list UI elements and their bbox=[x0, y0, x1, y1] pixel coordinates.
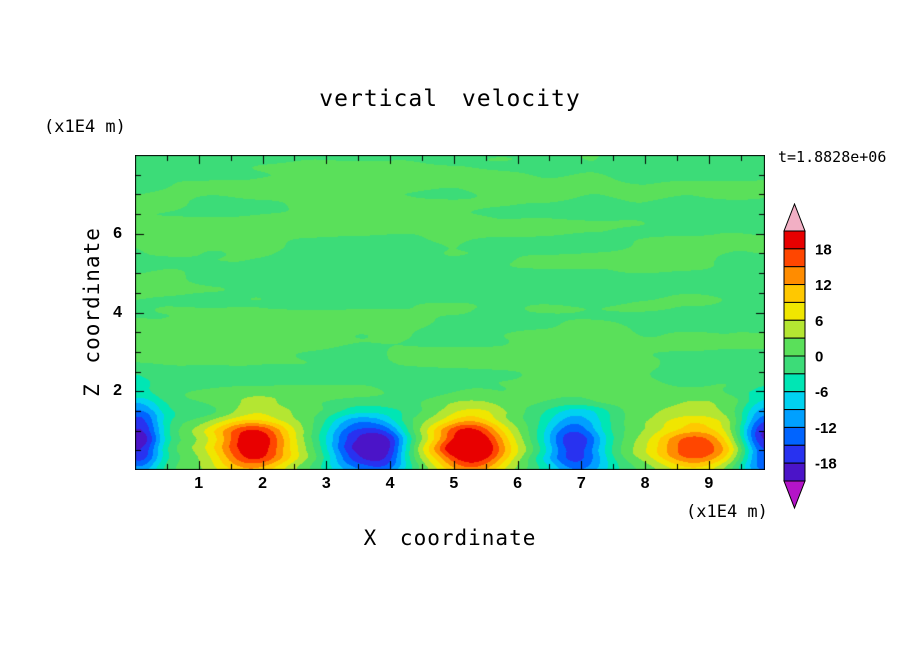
colorbar-band bbox=[783, 230, 806, 250]
x-tick-label: 4 bbox=[385, 475, 395, 492]
x-axis-title: X coordinate bbox=[363, 526, 537, 550]
x-tick-label: 5 bbox=[449, 475, 459, 492]
colorbar-band bbox=[783, 284, 806, 303]
x-tick-label: 2 bbox=[258, 475, 267, 492]
colorbar-band bbox=[783, 462, 806, 482]
colorbar-over-arrow bbox=[783, 203, 806, 232]
x-tick-label: 7 bbox=[576, 475, 586, 492]
colorbar-band bbox=[783, 391, 806, 411]
colorbar-band bbox=[783, 373, 806, 393]
colorbar-band bbox=[783, 248, 806, 268]
x-tick-label: 3 bbox=[321, 475, 331, 492]
x-tick-label: 8 bbox=[640, 475, 650, 492]
colorbar-tick-label: -18 bbox=[815, 456, 837, 473]
colorbar-band bbox=[783, 355, 806, 375]
colorbar: 18 12 6 0 -6 -12 -18 bbox=[783, 203, 837, 510]
colorbar-tick-label: -12 bbox=[815, 420, 837, 437]
colorbar-under-arrow bbox=[783, 480, 806, 510]
z-tick-label: 6 bbox=[113, 224, 122, 242]
colorbar-tick-label: 0 bbox=[815, 349, 823, 366]
contour-plot-canvas bbox=[135, 155, 765, 470]
z-axis-unit-label: (x1E4 m) bbox=[44, 117, 126, 137]
colorbar-tick-label: 6 bbox=[815, 313, 823, 330]
colorbar-band bbox=[783, 337, 806, 357]
x-axis-unit-label: (x1E4 m) bbox=[686, 502, 768, 522]
colorbar-tick-label: -6 bbox=[815, 384, 828, 401]
colorbar-band bbox=[783, 409, 806, 428]
colorbar-tick-label: 18 bbox=[815, 241, 832, 258]
colorbar-band bbox=[783, 266, 806, 286]
x-tick-label: 6 bbox=[513, 475, 523, 492]
plot-title: vertical velocity bbox=[319, 86, 581, 112]
time-label: t=1.8828e+06 bbox=[778, 148, 887, 166]
colorbar-band bbox=[783, 319, 806, 339]
colorbar-tick-label: 12 bbox=[815, 277, 832, 294]
z-tick-label: 4 bbox=[113, 303, 122, 321]
x-tick-label: 9 bbox=[704, 475, 714, 492]
x-tick-label: 1 bbox=[194, 475, 204, 492]
colorbar-band bbox=[783, 301, 806, 321]
colorbar-band bbox=[783, 426, 806, 446]
colorbar-band bbox=[783, 444, 806, 464]
z-tick-label: 2 bbox=[113, 382, 122, 400]
